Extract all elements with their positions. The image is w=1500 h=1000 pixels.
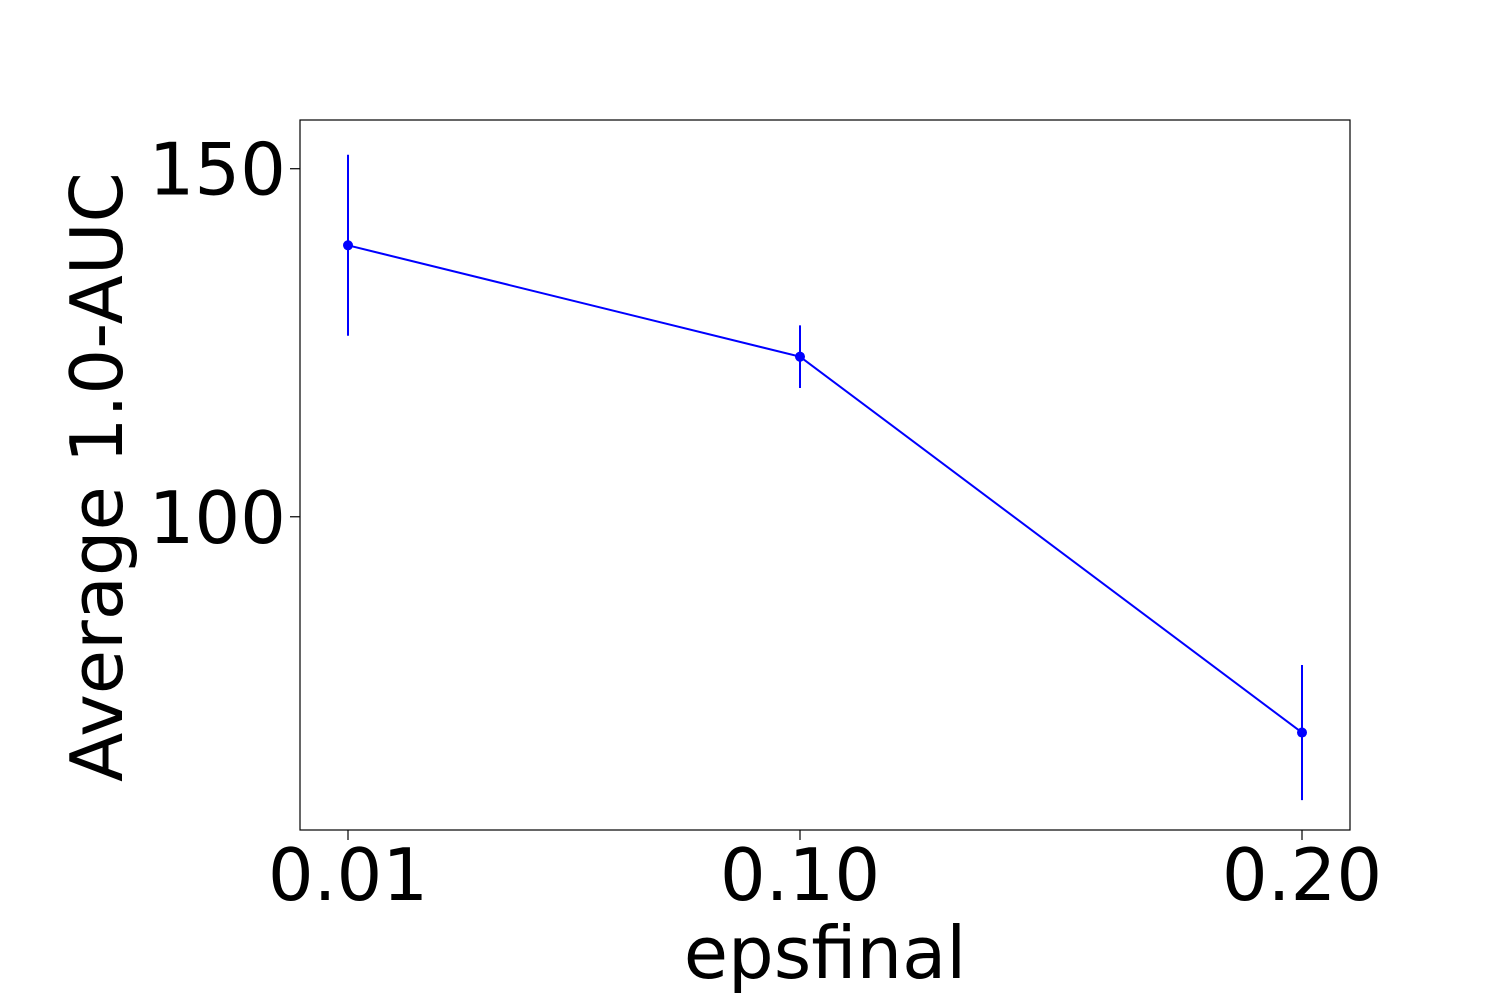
series-group — [343, 154, 1307, 801]
series-line — [347, 244, 1303, 734]
plot-frame — [299, 119, 1351, 831]
data-point — [343, 240, 353, 251]
y-tick-label: 150 — [149, 128, 286, 212]
y-tick-label: 100 — [149, 476, 286, 560]
x-tick-label: 0.10 — [720, 833, 880, 917]
data-point — [795, 351, 805, 362]
x-ticks: 0.01 0.10 0.20 — [268, 830, 1382, 917]
y-axis-label: Average 1.0-AUC — [55, 172, 139, 782]
y-ticks: 100 150 — [149, 128, 300, 560]
data-point — [1297, 727, 1307, 738]
x-tick-label: 0.20 — [1222, 833, 1382, 917]
x-tick-label: 0.01 — [268, 833, 428, 917]
x-axis-label: epsfinal — [684, 911, 967, 995]
